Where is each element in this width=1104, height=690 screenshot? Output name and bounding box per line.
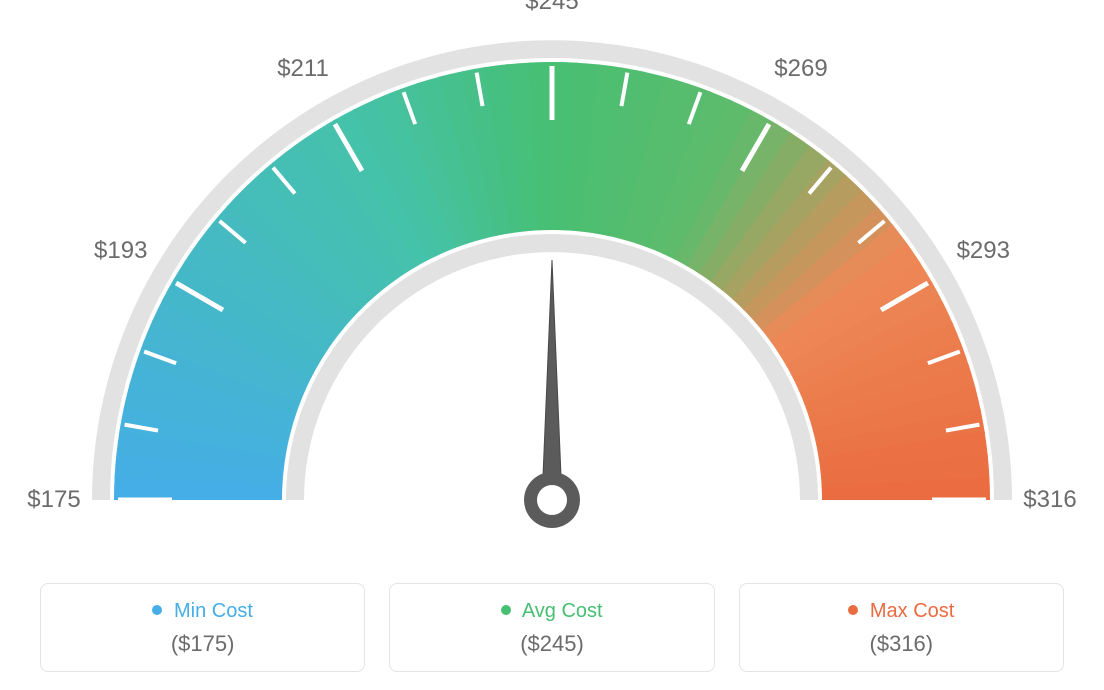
legend-card-min: Min Cost ($175) [40, 583, 365, 672]
legend-title-text: Min Cost [174, 600, 253, 622]
legend-row: Min Cost ($175) Avg Cost ($245) Max Cost… [0, 583, 1104, 672]
legend-value-max: ($316) [752, 631, 1051, 657]
legend-title-max: Max Cost [752, 600, 1051, 623]
gauge-tick-label: $316 [1023, 486, 1076, 514]
gauge-svg [0, 0, 1104, 560]
dot-icon [848, 605, 858, 615]
legend-title-avg: Avg Cost [402, 600, 701, 623]
gauge-tick-label: $245 [525, 0, 578, 16]
legend-card-avg: Avg Cost ($245) [389, 583, 714, 672]
dot-icon [152, 605, 162, 615]
gauge-tick-label: $211 [277, 55, 329, 83]
legend-card-max: Max Cost ($316) [739, 583, 1064, 672]
gauge-chart: $175 $193 $211 $245 $269 $293 $316 [0, 0, 1104, 560]
legend-value-min: ($175) [53, 631, 352, 657]
legend-value-avg: ($245) [402, 631, 701, 657]
legend-title-min: Min Cost [53, 600, 352, 623]
legend-title-text: Max Cost [870, 600, 954, 622]
gauge-tick-label: $293 [957, 237, 1010, 265]
dot-icon [501, 605, 511, 615]
gauge-tick-label: $175 [27, 486, 80, 514]
legend-title-text: Avg Cost [522, 600, 603, 622]
gauge-tick-label: $193 [94, 237, 147, 265]
gauge-tick-label: $269 [774, 55, 827, 83]
